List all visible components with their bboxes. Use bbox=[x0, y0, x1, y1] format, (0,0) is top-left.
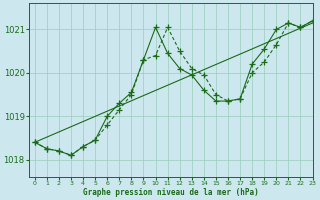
X-axis label: Graphe pression niveau de la mer (hPa): Graphe pression niveau de la mer (hPa) bbox=[83, 188, 259, 197]
